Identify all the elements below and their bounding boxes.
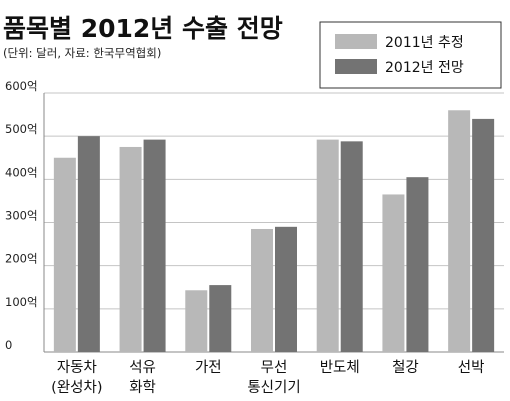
bar-2012 (77, 136, 100, 352)
chart-title: 품목별 2012년 수출 전망 (3, 14, 283, 43)
y-tick-label: 100억 (5, 295, 38, 309)
bar-2011 (119, 146, 142, 352)
bars (53, 110, 495, 353)
legend-swatch-2011 (335, 34, 377, 49)
category-label-line2: 화학 (129, 379, 156, 396)
bar-2011 (251, 228, 273, 352)
legend-swatch-2012 (335, 59, 377, 74)
bar-2012 (472, 118, 495, 353)
category-label: 선박 (458, 359, 485, 376)
bar-2012 (209, 285, 232, 352)
bar-2011 (316, 139, 339, 352)
category-label: 반도체 (320, 359, 360, 376)
legend-box (319, 21, 502, 89)
y-tick-labels: 0 100억 200억 300억 400억 500억 600억 (5, 79, 38, 352)
category-label-line2: (완성차) (51, 379, 102, 396)
legend-label-2011: 2011년 추정 (385, 35, 464, 51)
chart-subtitle: (단위: 달러, 자료: 한국무역협회) (3, 46, 161, 60)
y-tick-label: 500억 (5, 122, 38, 136)
y-tick-label: 600억 (5, 79, 38, 93)
bar-2011 (185, 290, 208, 352)
category-label: 가전 (195, 359, 222, 376)
grid-lines (44, 92, 504, 310)
bar-2011 (382, 194, 405, 352)
y-tick-label: 200억 (5, 252, 38, 266)
category-label: 무선 (261, 359, 288, 376)
bar-2012 (275, 226, 297, 352)
y-tick-label: 0 (5, 338, 12, 352)
category-label: 자동차 (57, 359, 97, 376)
legend-label-2012: 2012년 전망 (385, 60, 464, 76)
bar-2011 (448, 110, 471, 353)
bar-2011 (53, 157, 76, 352)
category-label: 석유 (129, 359, 156, 376)
y-tick-label: 300억 (5, 209, 38, 223)
bar-2012 (340, 141, 363, 352)
legend: 2011년 추정 2012년 전망 (319, 21, 502, 89)
y-tick-label: 400억 (5, 165, 38, 179)
bar-2012 (406, 177, 429, 352)
category-label: 철강 (392, 359, 419, 376)
category-label-line2: 통신기기 (247, 379, 300, 396)
bar-2012 (143, 139, 166, 352)
